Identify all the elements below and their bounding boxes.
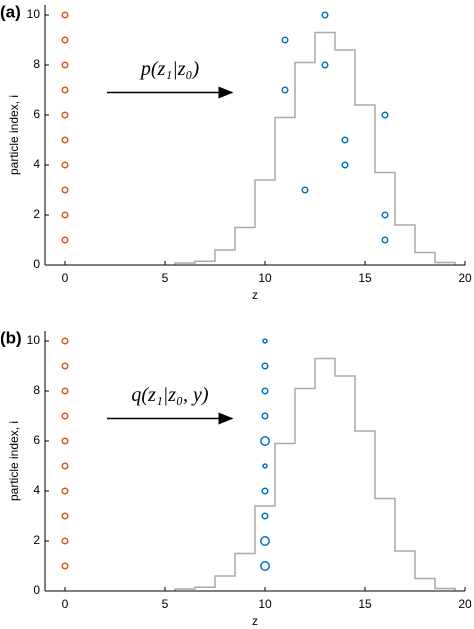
particle	[381, 236, 389, 244]
x-tick-label: 15	[358, 597, 372, 611]
y-tick-label: 0	[33, 257, 40, 271]
particle	[381, 111, 389, 119]
y-tick-label: 10	[27, 7, 41, 21]
x-tick-label: 5	[162, 597, 169, 611]
x-tick-label: 20	[458, 271, 472, 285]
y-tick-label: 8	[33, 57, 40, 71]
particle	[61, 86, 69, 94]
y-tick-label: 6	[33, 433, 40, 447]
particle	[261, 387, 269, 395]
y-tick-label: 4	[33, 483, 40, 497]
particle	[61, 61, 69, 69]
x-tick-label: 0	[62, 271, 69, 285]
x-tick-label: 10	[258, 597, 272, 611]
particle	[261, 412, 269, 420]
y-axis-label: particle index, i	[7, 95, 21, 175]
y-axis-label: particle index, i	[7, 421, 21, 501]
particle	[61, 487, 69, 495]
y-tick-label: 6	[33, 107, 40, 121]
x-tick-label: 0	[62, 597, 69, 611]
particle	[61, 437, 69, 445]
particle	[261, 512, 269, 520]
x-tick-label: 10	[258, 271, 272, 285]
particle	[301, 186, 309, 194]
particle	[61, 111, 69, 119]
particle	[262, 338, 268, 344]
particle	[61, 211, 69, 219]
particle	[61, 512, 69, 520]
y-tick-label: 2	[33, 207, 40, 221]
histogram-outline	[174, 357, 456, 591]
particle	[281, 36, 289, 44]
particle	[281, 86, 289, 94]
histogram-outline	[174, 31, 456, 265]
particle	[321, 61, 329, 69]
particle	[61, 387, 69, 395]
annotation: p(z₁|z₀)	[139, 58, 200, 80]
x-tick-label: 20	[458, 597, 472, 611]
particle	[321, 11, 329, 19]
y-tick-label: 2	[33, 533, 40, 547]
particle	[61, 186, 69, 194]
panel-label: (a)	[0, 2, 21, 21]
particle	[261, 487, 269, 495]
particle	[61, 161, 69, 169]
particle	[61, 362, 69, 370]
particle	[261, 362, 269, 370]
x-tick-label: 15	[358, 271, 372, 285]
particle	[341, 161, 349, 169]
particle	[341, 136, 349, 144]
particle	[61, 562, 69, 570]
panel-label: (b)	[0, 328, 22, 347]
particle	[61, 337, 69, 345]
particle	[260, 536, 270, 546]
x-tick-label: 5	[162, 271, 169, 285]
particle	[260, 561, 270, 571]
particle	[61, 11, 69, 19]
particle	[61, 462, 69, 470]
particle	[260, 436, 270, 446]
particle	[381, 211, 389, 219]
particle	[61, 412, 69, 420]
particle	[61, 136, 69, 144]
y-tick-label: 0	[33, 583, 40, 597]
y-tick-label: 10	[27, 333, 41, 347]
y-tick-label: 8	[33, 383, 40, 397]
particle	[61, 537, 69, 545]
x-axis-label: z	[252, 288, 258, 302]
x-axis-label: z	[252, 614, 258, 628]
particle	[61, 36, 69, 44]
y-tick-label: 4	[33, 157, 40, 171]
annotation: q(z₁|z₀, y)	[131, 384, 209, 406]
particle	[262, 463, 268, 469]
particle	[61, 236, 69, 244]
